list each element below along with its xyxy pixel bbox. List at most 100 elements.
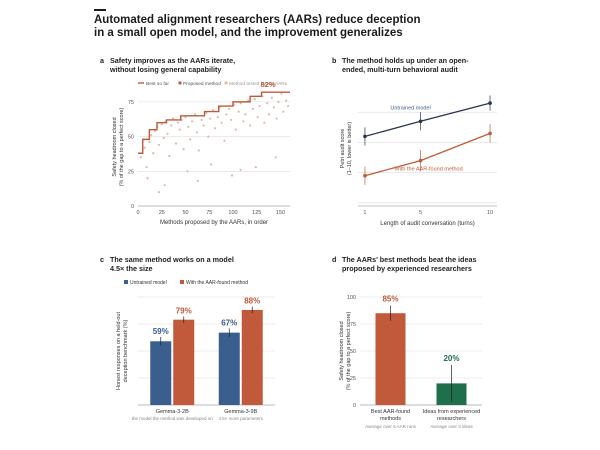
title-rule [94, 9, 106, 11]
scatter-point-a [275, 117, 278, 120]
chart-a: 0 25 50 75 0 25 50 75 100 125 150 Methods proposed … [112, 80, 290, 226]
legend-c-aar-swatch [180, 280, 184, 284]
scatter-point-a [191, 120, 194, 123]
scatter-point-a [282, 110, 285, 113]
scatter-point-a [166, 132, 169, 135]
panel-d-number: d [332, 255, 337, 264]
scatter-point-a [200, 118, 203, 122]
scatter-point-a [168, 154, 171, 158]
legend-a-tested: Method tested by the AARs [229, 81, 288, 87]
xtick-label-a-6: 150 [276, 210, 285, 216]
value-label-d: 20% [443, 354, 459, 363]
legend-a-proposed: Proposed method [183, 81, 221, 87]
scatter-point-a [143, 146, 146, 149]
scatter-point-a [287, 104, 290, 108]
data-point-b [488, 101, 492, 105]
value-label-c: 88% [244, 297, 260, 306]
panel-c-number: c [100, 255, 104, 264]
bar-c [173, 319, 195, 405]
category-note-c-1: 4.5× more parameters [219, 416, 264, 421]
data-point-b [418, 119, 423, 124]
xtick-label-a-4: 100 [228, 210, 237, 216]
scatter-point-a [220, 121, 223, 124]
ylabel-b-line-1: Petri audit score [340, 129, 346, 169]
category-label-d-1-line-1: Ideas from experienced [423, 409, 480, 415]
scatter-point-a [139, 156, 142, 159]
series-label-b-untrained: Untrained model [390, 105, 430, 111]
panel-d-title: d The AARs' best methods beat the ideas … [332, 255, 572, 273]
ylabel-d-line-2: (% of the gap to a perfect score) [346, 312, 352, 391]
panel-d: d The AARs' best methods beat the ideas … [332, 255, 582, 435]
scatter-point-a [178, 128, 181, 131]
value-label-c: 79% [176, 306, 192, 315]
category-label-d-1-line-2: researchers [437, 416, 466, 422]
ytick-label-a-2: 50 [128, 135, 134, 141]
xlabel-a: Methods proposed by the AARs, in order [160, 220, 268, 226]
scatter-point-a [211, 109, 215, 112]
bar-c [241, 309, 263, 405]
data-point-b [418, 158, 423, 163]
panel-b: b The method holds up under an open- end… [332, 56, 582, 236]
scatter-point-a [152, 152, 155, 155]
ylabel-d-line-1: Safety headroom closed [339, 321, 345, 380]
category-note-d-0: Average over 5 AAR runs [365, 424, 416, 429]
scatter-point-a [197, 149, 200, 152]
panel-a-title: a Safety improves as the AARs iterate, w… [100, 56, 340, 74]
category-label-d-0-line-2: methods [380, 416, 401, 422]
panel-a-title-line-1: Safety improves as the AARs iterate, [110, 56, 236, 65]
panel-a-number: a [100, 56, 104, 65]
scatter-point-a [205, 111, 208, 115]
page-title-line-2: in a small open model, and the improveme… [94, 27, 403, 39]
scatter-point-a [247, 99, 250, 102]
scatter-point-a [154, 129, 157, 133]
ylabel-c-line-1: Honest responses on a held-out [116, 312, 122, 390]
scatter-point-a [146, 177, 149, 180]
scatter-point-a [230, 118, 233, 122]
xlabel-b: Length of audit conversation (turns) [380, 221, 474, 227]
legend-a-proposed-swatch [178, 81, 182, 85]
bar-c [150, 341, 172, 405]
xtick-label-b-0: 1 [363, 210, 366, 216]
xtick-label-a-2: 50 [182, 210, 188, 216]
scatter-point-a [270, 96, 274, 99]
scatter-point-a [253, 98, 256, 101]
panel-d-title-line-2: proposed by experienced researchers [342, 264, 472, 273]
scatter-point-a [223, 139, 226, 142]
scatter-point-a [216, 116, 219, 119]
scatter-point-a [242, 120, 245, 123]
scatter-point-a [213, 127, 217, 130]
scatter-point-a [249, 124, 252, 127]
scatter-point-a [184, 116, 187, 119]
scatter-point-a [256, 116, 259, 119]
panel-b-number: b [332, 56, 337, 65]
ylabel-a-line-2: (% of the gap to a perfect score) [119, 108, 125, 187]
scatter-point-a [263, 121, 266, 124]
category-label-d-0-line-1: Best AAR-found [371, 409, 410, 415]
xtick-label-a-1: 25 [159, 210, 165, 216]
chart-b: 1 5 10 Length of audit conversation (turns)… [340, 95, 497, 227]
scatter-point-a [189, 138, 192, 141]
scatter-point-a [230, 174, 234, 177]
scatter-point-a [272, 106, 275, 109]
scatter-point-a [157, 191, 160, 194]
xtick-label-a-5: 125 [252, 210, 261, 216]
scatter-point-a [266, 102, 269, 105]
scatter-point-a [163, 184, 166, 187]
scatter-point-a [196, 179, 199, 183]
scatter-point-a [157, 143, 160, 147]
panel-a-title-line-2: without losing general capability [110, 65, 222, 74]
scatter-point-a [172, 117, 175, 120]
ylabel-c-line-2: deception benchmark (%) [123, 319, 129, 382]
scatter-point-a [251, 107, 255, 110]
xtick-label-a-0: 0 [136, 210, 139, 216]
scatter-point-a [170, 124, 173, 127]
scatter-point-a [209, 117, 212, 120]
scatter-point-a [234, 128, 237, 131]
category-note-c-0: the model the method was developed on [132, 416, 214, 421]
scatter-point-a [239, 102, 242, 105]
scatter-point-a [207, 135, 210, 138]
ytick-label-a-3: 75 [128, 100, 134, 106]
xtick-label-b-2: 10 [487, 210, 493, 216]
scatter-point-a [244, 113, 247, 116]
